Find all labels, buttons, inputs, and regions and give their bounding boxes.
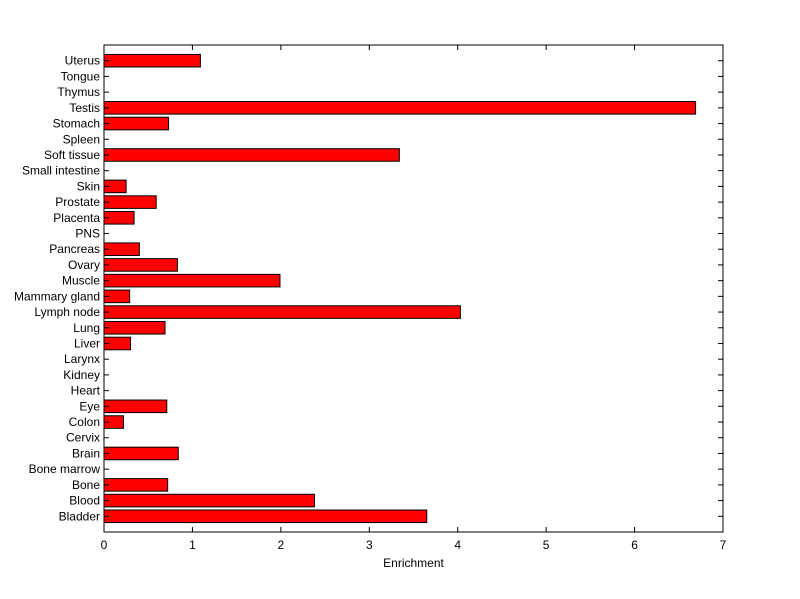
y-tick-label-soft-tissue: Soft tissue xyxy=(44,148,100,162)
x-tick-labels: 0 1 2 3 4 5 6 7 xyxy=(101,538,727,552)
x-tick-label-2: 2 xyxy=(278,538,285,552)
y-tick-label-placenta: Placenta xyxy=(53,211,100,225)
y-tick-label-thymus: Thymus xyxy=(57,85,100,99)
bar-muscle xyxy=(103,273,281,288)
y-tick-label-lymph-node: Lymph node xyxy=(34,305,100,319)
bar-bone xyxy=(103,478,169,492)
x-tick-label-4: 4 xyxy=(454,538,461,552)
y-tick-label-stomach: Stomach xyxy=(53,117,100,131)
x-tick-label-7: 7 xyxy=(720,538,727,552)
bar-prostate xyxy=(103,195,157,209)
y-tick-label-muscle: Muscle xyxy=(62,274,100,288)
bar-lung xyxy=(103,320,166,335)
y-tick-label-kidney: Kidney xyxy=(63,368,100,382)
tick-marks xyxy=(103,45,724,532)
bar-brain xyxy=(103,446,179,461)
y-tick-label-liver: Liver xyxy=(74,336,100,350)
x-tick-label-3: 3 xyxy=(366,538,373,552)
bar-stomach xyxy=(103,116,170,131)
x-tick-label-0: 0 xyxy=(101,538,108,552)
x-tick-label-1: 1 xyxy=(189,538,196,552)
y-tick-label-blood: Blood xyxy=(69,494,100,508)
y-tick-label-cervix: Cervix xyxy=(66,431,100,445)
x-axis-title: Enrichment xyxy=(383,556,444,570)
y-tick-label-lung: Lung xyxy=(73,321,100,335)
bar-bladder xyxy=(103,509,428,524)
y-tick-label-mammary-gland: Mammary gland xyxy=(14,289,100,303)
bar-uterus xyxy=(103,53,201,68)
y-tick-label-brain: Brain xyxy=(72,446,100,460)
bar-soft-tissue xyxy=(103,148,400,162)
y-tick-label-testis: Testis xyxy=(69,101,100,115)
y-tick-label-pns: PNS xyxy=(75,227,100,241)
y-tick-label-tongue: Tongue xyxy=(61,69,101,83)
bar-eye xyxy=(103,399,168,414)
y-tick-label-bladder: Bladder xyxy=(59,509,100,523)
y-tick-label-eye: Eye xyxy=(79,399,100,413)
bars-group xyxy=(103,53,697,524)
y-tick-label-spleen: Spleen xyxy=(63,132,100,146)
plot-frame xyxy=(103,44,724,533)
y-tick-label-ovary: Ovary xyxy=(68,258,100,272)
y-tick-label-skin: Skin xyxy=(77,179,100,193)
y-tick-label-uterus: Uterus xyxy=(65,54,100,68)
y-tick-label-bone: Bone xyxy=(72,478,100,492)
y-tick-label-small-intestine: Small intestine xyxy=(22,164,100,178)
bar-lymph-node xyxy=(103,305,461,319)
y-tick-label-colon: Colon xyxy=(69,415,100,429)
x-tick-label-6: 6 xyxy=(631,538,638,552)
bar-ovary xyxy=(103,258,178,272)
y-tick-label-pancreas: Pancreas xyxy=(49,242,100,256)
y-tick-label-larynx: Larynx xyxy=(64,352,100,366)
bar-pancreas xyxy=(103,242,140,257)
y-tick-label-prostate: Prostate xyxy=(55,195,100,209)
y-tick-label-bone-marrow: Bone marrow xyxy=(29,462,101,476)
bar-testis xyxy=(103,101,697,115)
x-tick-label-5: 5 xyxy=(543,538,550,552)
y-tick-label-heart: Heart xyxy=(71,384,101,398)
bar-blood xyxy=(103,493,315,508)
